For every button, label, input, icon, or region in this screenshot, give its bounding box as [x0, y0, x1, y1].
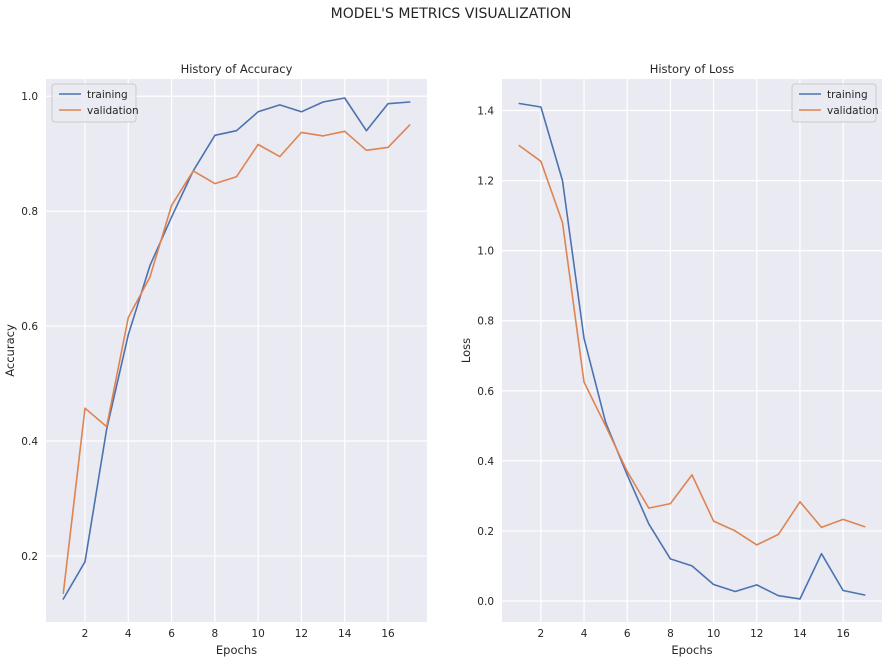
- y-axis-label: Accuracy: [3, 324, 17, 377]
- legend-label-training: training: [827, 89, 868, 101]
- chart-title: History of Accuracy: [181, 62, 293, 76]
- y-tick-label: 1.4: [477, 106, 494, 118]
- x-tick-label: 4: [125, 628, 132, 640]
- figure-title: MODEL'S METRICS VISUALIZATION: [331, 6, 572, 22]
- y-tick-label: 0.6: [21, 321, 38, 333]
- y-tick-label: 0.2: [477, 526, 494, 538]
- x-tick-label: 16: [836, 628, 850, 640]
- x-tick-label: 8: [212, 628, 219, 640]
- x-tick-label: 4: [581, 628, 588, 640]
- series-line-training: [518, 102, 866, 600]
- x-tick-label: 12: [295, 628, 308, 640]
- y-tick-label: 0.8: [21, 206, 38, 218]
- series-line-validation: [62, 124, 411, 595]
- x-tick-label: 6: [624, 628, 631, 640]
- x-tick-label: 16: [381, 628, 395, 640]
- y-tick-label: 1.0: [477, 246, 494, 258]
- x-tick-label: 14: [793, 628, 807, 640]
- y-axis-label: Loss: [459, 338, 473, 363]
- x-tick-label: 6: [168, 628, 175, 640]
- x-tick-label: 8: [667, 628, 674, 640]
- x-tick-label: 2: [538, 628, 545, 640]
- chart-panels: 0.2 0.4 0.6 0.8 1.0 2 4 6 8 10 12 14 16 History of Ac…: [3, 62, 882, 657]
- x-tick-label: 10: [707, 628, 720, 640]
- plot-background: [46, 79, 427, 622]
- y-tick-label: 0.4: [21, 436, 38, 448]
- legend-label-validation: validation: [87, 105, 139, 117]
- x-tick-label: 12: [750, 628, 763, 640]
- x-axis-label: Epochs: [671, 643, 712, 657]
- y-tick-label: 0.0: [477, 596, 494, 608]
- legend-label-validation: validation: [827, 105, 879, 117]
- y-tick-label: 0.8: [477, 316, 494, 328]
- series-line-validation: [518, 144, 866, 546]
- plot-background: [502, 79, 882, 622]
- x-tick-label: 14: [338, 628, 352, 640]
- y-tick-label: 0.4: [477, 456, 494, 468]
- chart-panel-1: 0.2 0.4 0.6 0.8 1.0 2 4 6 8 10 12 14 16 History of Ac…: [3, 62, 427, 657]
- series-line-training: [62, 97, 411, 600]
- y-tick-label: 1.2: [477, 176, 494, 188]
- y-tick-label: 0.2: [21, 551, 38, 563]
- x-tick-label: 2: [82, 628, 89, 640]
- legend-label-training: training: [87, 89, 128, 101]
- x-axis-label: Epochs: [216, 643, 257, 657]
- chart-title: History of Loss: [650, 62, 735, 76]
- y-tick-label: 0.6: [477, 386, 494, 398]
- x-tick-label: 10: [251, 628, 264, 640]
- y-tick-label: 1.0: [21, 91, 38, 103]
- chart-panel-2: 0.0 0.2 0.4 0.6 0.8 1.0 1.2 1.4 2 4 6 8 10 12 14 16 Hist…: [459, 62, 882, 657]
